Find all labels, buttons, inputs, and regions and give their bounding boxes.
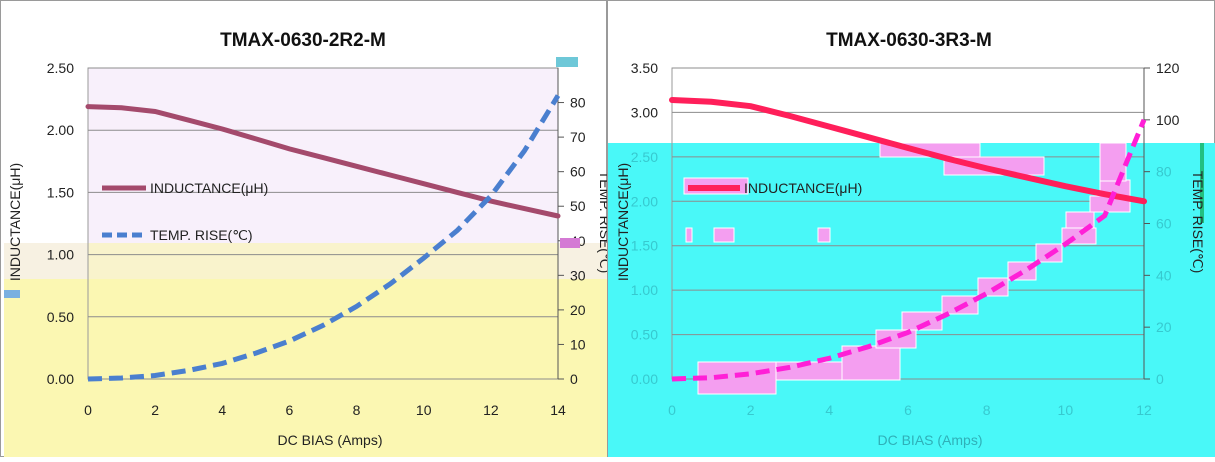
c1-right-tick-label: 0 (570, 371, 578, 387)
c1-x-tick-label: 12 (483, 402, 499, 418)
chart1-artifact-right (560, 238, 580, 248)
chart2-legend-inductance-label: INDUCTANCE(μH) (744, 180, 862, 196)
c2-left-tick-label: 0.50 (631, 327, 658, 343)
c2-left-tick-label: 1.50 (631, 238, 658, 254)
c1-right-tick-label: 70 (570, 129, 586, 145)
c1-left-tick-label: 2.00 (47, 122, 74, 138)
chart2-title: TMAX-0630-3R3-M (826, 30, 992, 51)
c2-left-tick-label: 1.00 (631, 282, 658, 298)
c1-x-tick-label: 14 (550, 402, 566, 418)
c1-left-tick-label: 1.00 (47, 247, 74, 263)
c1-x-tick-label: 0 (84, 402, 92, 418)
chart1-artifact-top-right (556, 57, 578, 67)
c2-right-tick-label: 100 (1156, 112, 1180, 128)
c1-right-tick-label: 80 (570, 95, 586, 111)
c2-right-tick-label: 20 (1156, 319, 1172, 335)
chart2-x-axis-label: DC BIAS (Amps) (877, 432, 982, 448)
chart1-legend-temp-label: TEMP. RISE(℃) (150, 227, 253, 243)
c2-right-tick-label: 0 (1156, 371, 1164, 387)
c1-left-tick-label: 0.50 (47, 309, 74, 325)
chart1-series-inductance (85, 104, 561, 219)
chart2-x-ticks: 0 2 4 6 8 10 12 (668, 402, 1152, 418)
chart1-left-ticks: 0.00 0.50 1.00 1.50 2.00 2.50 (47, 60, 74, 387)
chart1-plot-lower-band (88, 243, 558, 379)
c2-left-tick-label: 2.50 (631, 149, 658, 165)
chart1-series-temp-rise (87, 94, 561, 382)
chart1-x-ticks: 0 2 4 6 8 10 12 14 (84, 402, 566, 418)
chart1-x-axis-label: DC BIAS (Amps) (277, 432, 382, 448)
c2-x-tick-label: 2 (747, 402, 755, 418)
c1-left-tick-label: 2.50 (47, 60, 74, 76)
chart2-green-bar (1200, 143, 1204, 223)
c1-x-tick-label: 6 (286, 402, 294, 418)
c2-left-tick-label: 2.00 (631, 193, 658, 209)
c2-x-tick-label: 4 (825, 402, 833, 418)
chart2-series-temp-rise (671, 118, 1147, 382)
c2-x-tick-label: 10 (1058, 402, 1074, 418)
chart1-band-lower (4, 279, 607, 457)
chart2-right-axis-label: TEMP. RISE(℃) (1190, 171, 1206, 274)
c2-right-tick-label: 60 (1156, 216, 1172, 232)
chart1-left-axis-label: INDUCTANCE(μH) (7, 163, 23, 281)
c1-x-tick-label: 8 (353, 402, 361, 418)
c2-x-tick-label: 0 (668, 402, 676, 418)
c1-x-tick-label: 4 (218, 402, 226, 418)
chart2-left-axis-label: INDUCTANCE(μH) (615, 163, 631, 281)
c2-x-tick-label: 12 (1136, 402, 1152, 418)
chart1-band-mid (4, 243, 607, 279)
chart1-right-ticks: 01020304050607080 (557, 68, 586, 387)
c1-right-tick-label: 30 (570, 267, 586, 283)
c1-x-tick-label: 10 (416, 402, 432, 418)
c1-right-tick-label: 50 (570, 198, 586, 214)
c2-x-tick-label: 6 (904, 402, 912, 418)
c1-x-tick-label: 2 (151, 402, 159, 418)
chart1-gridlines (88, 67, 558, 380)
c2-x-tick-label: 8 (983, 402, 991, 418)
c2-right-tick-label: 120 (1156, 60, 1180, 76)
chart1-artifact-left (4, 290, 20, 298)
c2-left-tick-label: 3.00 (631, 104, 658, 120)
c2-left-tick-label: 3.50 (631, 60, 658, 76)
c2-left-tick-label: 0.00 (631, 371, 658, 387)
chart1-legend-inductance-label: INDUCTANCE(μH) (150, 180, 268, 196)
c1-right-tick-label: 60 (570, 164, 586, 180)
c1-left-tick-label: 0.00 (47, 371, 74, 387)
chart1-title: TMAX-0630-2R2-M (220, 30, 386, 51)
c1-right-tick-label: 10 (570, 336, 586, 352)
c2-right-tick-label: 80 (1156, 164, 1172, 180)
chart2-series-inductance (669, 97, 1147, 205)
c1-left-tick-label: 1.50 (47, 184, 74, 200)
chart2-left-ticks: 0.00 0.50 1.00 1.50 2.00 2.50 3.00 3.50 (631, 60, 658, 387)
c2-right-tick-label: 40 (1156, 267, 1172, 283)
c1-right-tick-label: 20 (570, 302, 586, 318)
